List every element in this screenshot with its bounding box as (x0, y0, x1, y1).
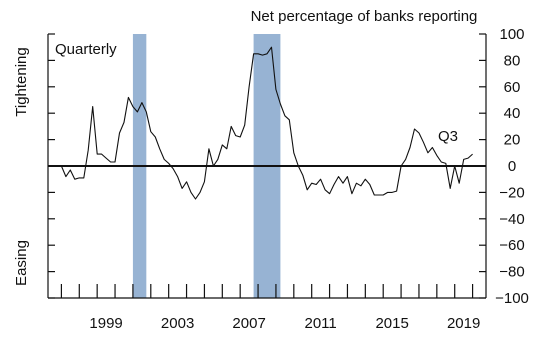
x-tick-label: 2015 (375, 315, 408, 332)
annotations: Net percentage of banks reporting Quarte… (13, 8, 477, 286)
y-tick-label: 60 (504, 79, 521, 96)
y-label-easing: Easing (13, 240, 30, 286)
end-label: Q3 (438, 128, 458, 145)
y-tick-label: 40 (504, 105, 521, 122)
x-tick-label: 1999 (89, 315, 122, 332)
axes: 100 80 60 40 20 0 −20 −40 −60 −80 −100 1999 2003 2007… (47, 26, 529, 332)
frequency-label: Quarterly (55, 41, 117, 58)
y-tick-label: −40 (499, 211, 524, 228)
y-label-tightening: Tightening (13, 47, 30, 117)
x-tick-label: 2011 (304, 315, 336, 332)
y-tick-label: −100 (495, 290, 529, 307)
y-tick-label: −20 (499, 184, 524, 201)
x-tick-label: 2007 (232, 315, 265, 332)
series-line-1 (60, 46, 473, 200)
x-tick-label: 2019 (447, 315, 480, 332)
chart-title: Net percentage of banks reporting (251, 8, 478, 25)
y-tick-label: 100 (499, 26, 524, 43)
y-tick-label: 20 (504, 132, 521, 149)
y-tick-label: 0 (508, 158, 516, 175)
y-tick-label: −60 (499, 237, 524, 254)
y-tick-label: −80 (499, 264, 524, 281)
y-tick-label: 80 (504, 52, 521, 69)
x-tick-label: 2003 (161, 315, 194, 332)
series-lines (60, 46, 473, 200)
